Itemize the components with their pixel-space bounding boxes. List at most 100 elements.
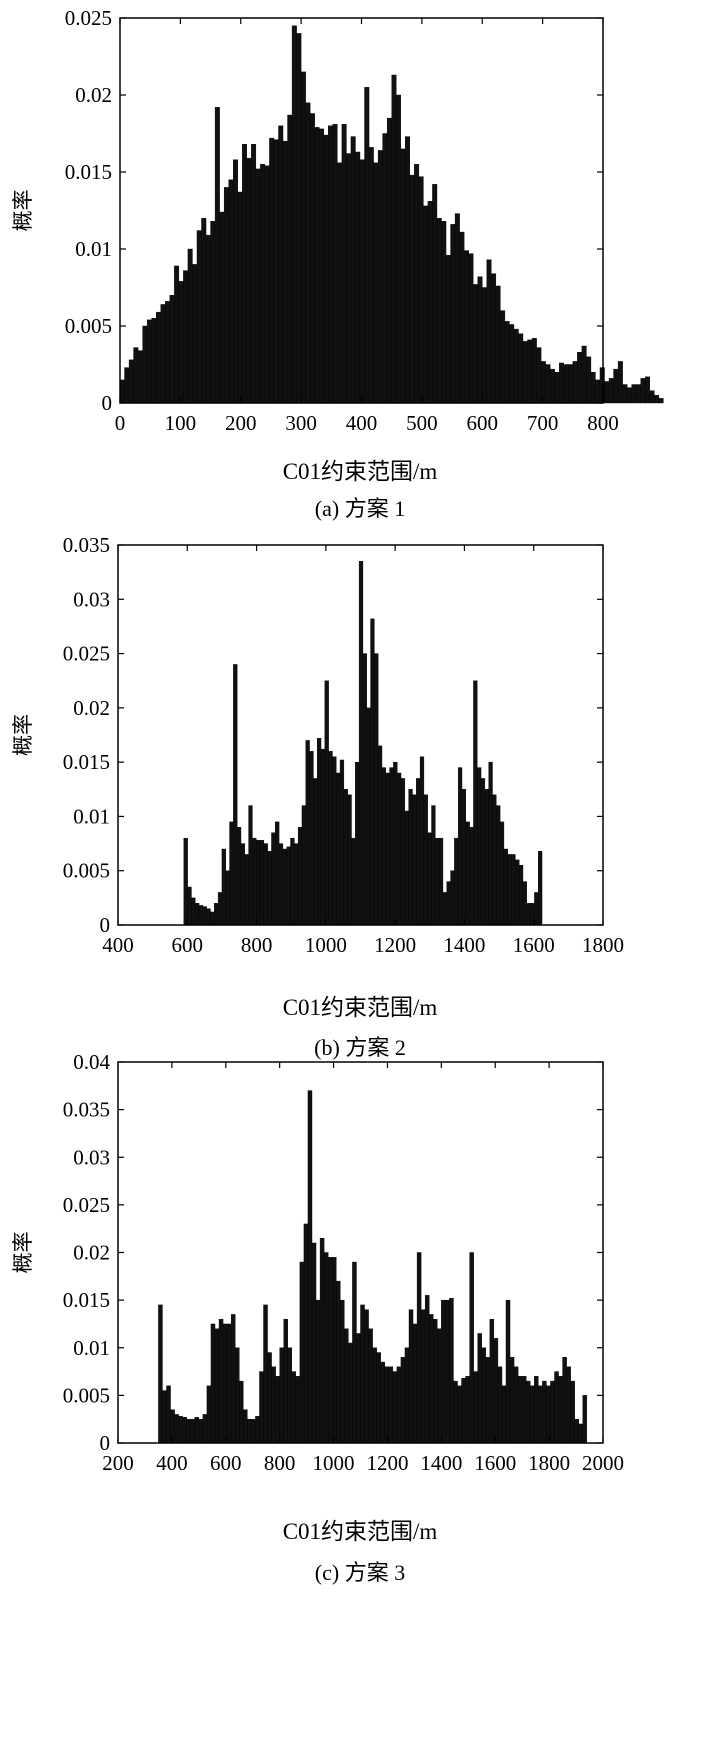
histogram-bar xyxy=(170,1409,175,1444)
histogram-bar xyxy=(442,892,447,926)
histogram-bar xyxy=(491,273,497,404)
histogram-bar xyxy=(388,1366,394,1444)
histogram-bar xyxy=(419,756,425,926)
histogram-bar xyxy=(522,341,528,404)
histogram-bar xyxy=(259,840,265,926)
histogram-bar xyxy=(169,295,175,404)
histogram-bar xyxy=(351,837,356,926)
histogram-bar xyxy=(222,1323,228,1444)
x-tick-label: 800 xyxy=(264,1451,296,1475)
histogram-bar xyxy=(366,707,371,926)
histogram-bar xyxy=(626,387,632,404)
histogram-bar xyxy=(226,1323,232,1444)
histogram-bar xyxy=(360,1304,365,1444)
histogram-bar xyxy=(271,1366,276,1444)
histogram-bar xyxy=(431,805,436,926)
histogram-bar xyxy=(497,1366,503,1444)
histogram-bar xyxy=(319,128,324,404)
histogram-bar xyxy=(445,1299,450,1444)
histogram-bar xyxy=(536,347,542,404)
histogram-bar xyxy=(488,761,493,926)
histogram-bar xyxy=(454,213,460,404)
histogram-bar xyxy=(590,372,596,404)
x-tick-label: 600 xyxy=(172,933,204,957)
histogram-bar xyxy=(427,201,433,404)
x-tick-label: 800 xyxy=(241,933,273,957)
y-tick-label: 0.04 xyxy=(73,1050,110,1074)
histogram-bar xyxy=(499,821,505,926)
chart-svg-a: 0 100 200 300 400 500 600 700 800 0 0.005 0.01 0.015… xyxy=(11,6,664,435)
histogram-bar xyxy=(568,364,574,404)
x-tick-label: 1600 xyxy=(474,1451,516,1475)
histogram-bar xyxy=(242,144,247,404)
x-tick-label: 300 xyxy=(285,411,317,435)
histogram-bar xyxy=(459,231,465,404)
histogram-bar xyxy=(423,794,428,926)
histogram-bar xyxy=(484,789,489,926)
x-tick-label: 100 xyxy=(165,411,197,435)
histogram-bar xyxy=(183,270,189,404)
histogram-bar xyxy=(202,906,207,926)
histogram-bar xyxy=(617,361,623,404)
histogram-bar xyxy=(511,854,516,926)
histogram-bar xyxy=(384,1366,389,1444)
histogram-bar xyxy=(279,1347,284,1444)
x-tick-label: 1200 xyxy=(366,1451,408,1475)
x-tick-label: 600 xyxy=(210,1451,242,1475)
histogram-bar xyxy=(332,124,338,404)
histogram-bar xyxy=(391,74,397,404)
y-tick-label: 0.025 xyxy=(63,1193,110,1217)
y-tick-label: 0.01 xyxy=(73,804,110,828)
histogram-bar xyxy=(631,384,637,404)
histogram-bar xyxy=(269,137,275,404)
histogram-bar xyxy=(427,832,432,926)
x-tick-label: 1400 xyxy=(420,1451,462,1475)
histogram-bar xyxy=(156,311,161,404)
histogram-bar xyxy=(382,133,388,404)
x-tick-label: 400 xyxy=(102,933,134,957)
chart-panel-c: 200 400 600 800 1000 1200 1400 1600 1800 2000 0 0.0… xyxy=(0,1040,720,1618)
histogram-bar xyxy=(368,147,374,404)
histogram-bar xyxy=(165,301,171,404)
y-tick-label: 0.035 xyxy=(63,533,110,557)
histogram-bar xyxy=(416,1252,422,1444)
histogram-bar xyxy=(429,1314,434,1444)
histogram-bar xyxy=(229,821,234,926)
histogram-bar xyxy=(649,390,655,404)
histogram-bar xyxy=(247,1418,252,1444)
histogram-bar xyxy=(210,911,215,926)
histogram-bar xyxy=(374,653,379,926)
y-tick-label: 0 xyxy=(102,391,113,415)
histogram-bar xyxy=(192,264,198,404)
histogram-bar xyxy=(323,1252,329,1444)
x-tick-label: 400 xyxy=(156,1451,188,1475)
histogram-bar xyxy=(409,174,415,404)
histogram-bar xyxy=(286,846,291,926)
histogram-bar xyxy=(542,1380,547,1444)
histogram-bar xyxy=(178,281,184,404)
histogram-bar xyxy=(341,124,347,404)
histogram-bar xyxy=(305,102,311,404)
histogram-bar xyxy=(287,1347,292,1444)
histogram-bar xyxy=(278,843,284,926)
histogram-bar xyxy=(396,94,401,404)
histogram-bar xyxy=(531,338,537,404)
histogram-bar xyxy=(423,205,429,404)
histogram-bar xyxy=(446,881,451,926)
histogram-bar xyxy=(469,827,474,926)
histogram-bar xyxy=(294,843,299,926)
y-tick-label: 0.035 xyxy=(63,1098,110,1122)
histogram-bar xyxy=(356,1333,361,1444)
histogram-bar xyxy=(370,618,375,926)
histogram-bar xyxy=(586,356,592,404)
x-tick-label: 1000 xyxy=(305,933,347,957)
chart-svg-b: 400 600 800 1000 1200 1400 1600 1800 0 0.005 0.01 0… xyxy=(11,533,624,957)
x-axis-label: C01约束范围/m xyxy=(282,459,438,484)
histogram-bar xyxy=(654,395,660,404)
histogram-bar xyxy=(613,368,619,404)
y-tick-label: 0.005 xyxy=(63,859,110,883)
histogram-bar xyxy=(190,1418,195,1444)
histogram-bar xyxy=(309,113,315,404)
histogram-bar xyxy=(183,837,188,926)
histogram-bar xyxy=(404,810,409,926)
